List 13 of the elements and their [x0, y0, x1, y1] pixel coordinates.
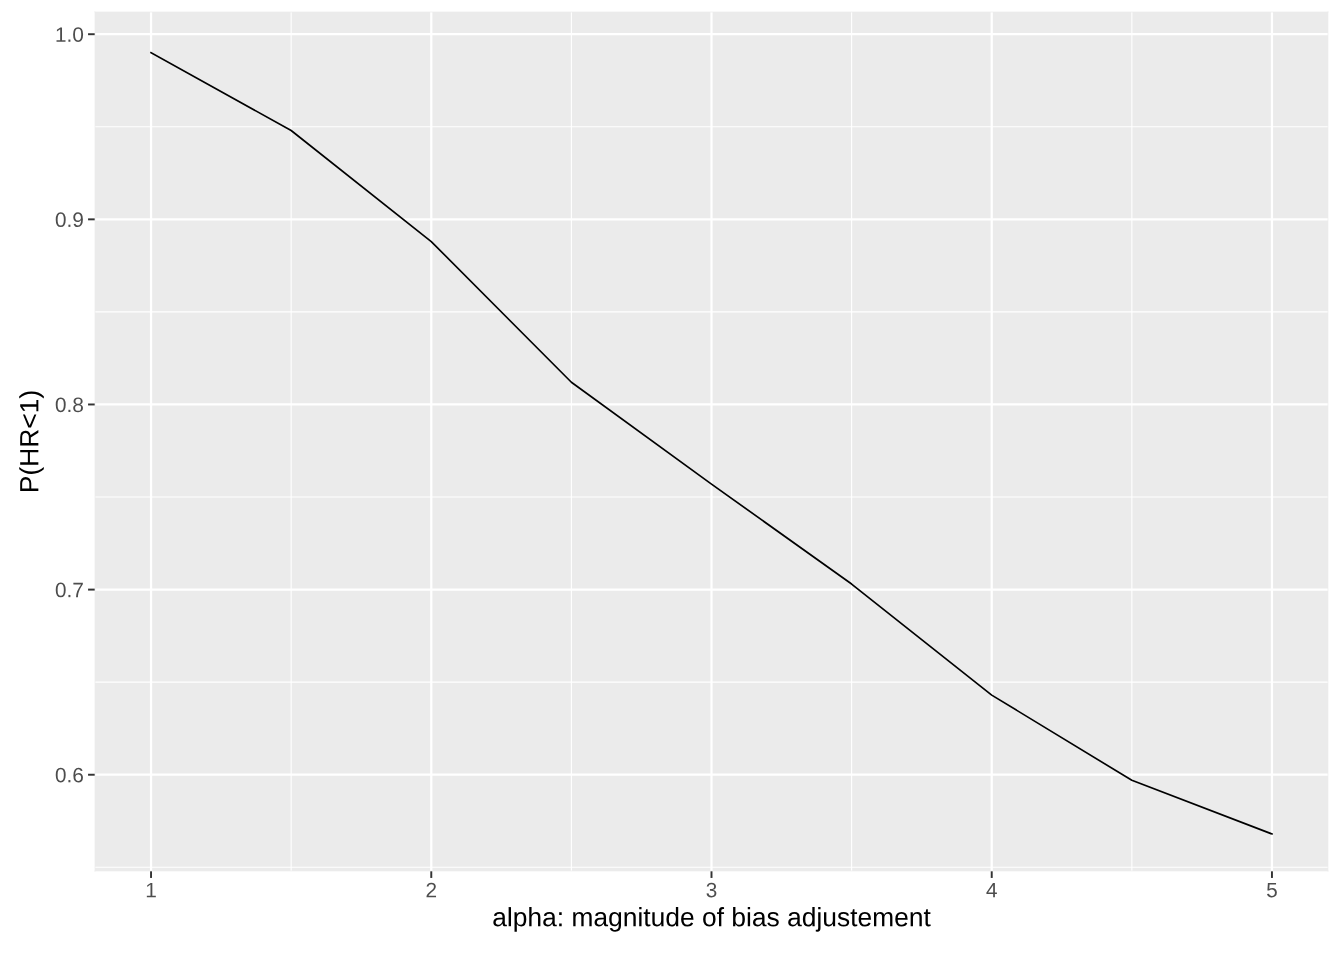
y-tick-label: 0.7: [55, 582, 83, 598]
x-tick-label: 5: [1267, 882, 1277, 898]
x-tick-label: 4: [986, 882, 997, 898]
x-tick-label: 1: [146, 882, 156, 898]
x-axis-title: alpha: magnitude of bias adjustement: [493, 907, 931, 932]
y-tick-label: 0.8: [55, 397, 83, 413]
y-tick-label: 1.0: [56, 27, 84, 42]
y-tick-label: 0.6: [55, 767, 83, 783]
x-tick-label: 2: [426, 882, 437, 898]
y-axis-title: P(HR<1): [19, 391, 44, 492]
y-tick-label: 0.9: [55, 212, 83, 228]
line-series: [150, 51, 1273, 835]
x-tick-label: 3: [706, 882, 717, 898]
